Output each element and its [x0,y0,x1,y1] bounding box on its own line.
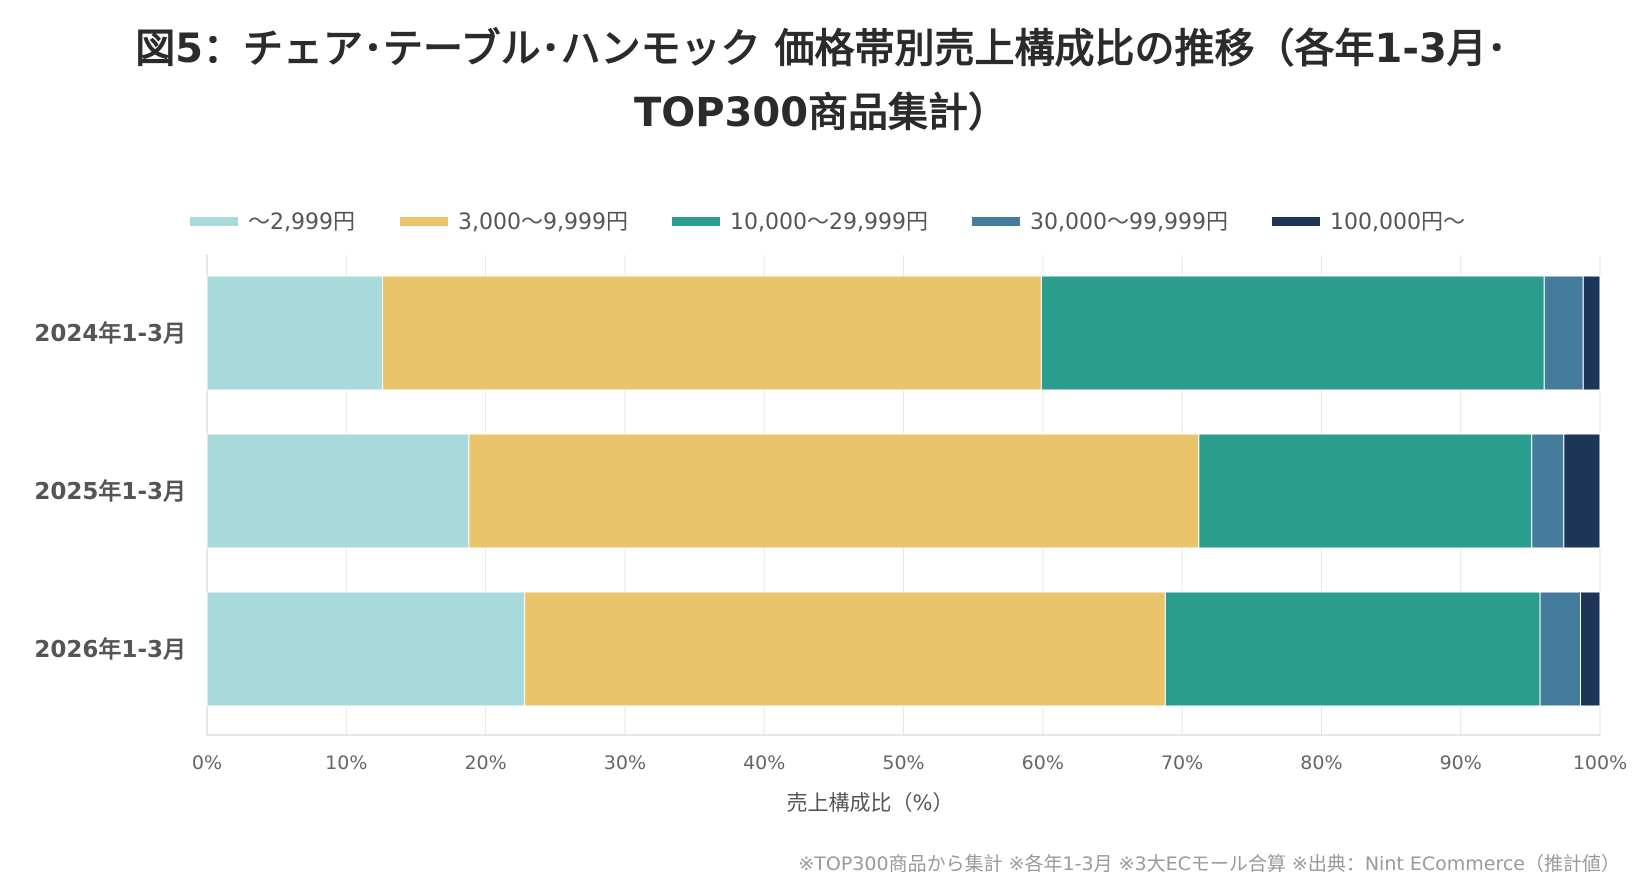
legend-swatch [190,217,238,226]
bar-segment [524,591,1166,707]
legend-swatch [972,217,1020,226]
bar-segment [1164,591,1541,707]
bar-segment [1543,275,1584,391]
chart-title-line-1: 図5：チェア･テーブル･ハンモック 価格帯別売上構成比の推移（各年1-3月･ [135,26,1507,72]
legend-swatch [400,217,448,226]
tick-label: 10% [325,752,367,774]
chart-title-line-2: TOP300商品集計） [634,90,1008,136]
legend-label: 〜2,999円 [248,210,355,235]
category-label: 2026年1-3月 [34,636,186,663]
tick-label: 50% [882,752,924,774]
legend-label: 30,000〜99,999円 [1030,210,1228,235]
bars [206,275,1601,707]
bar-segment [1198,433,1533,549]
legend-swatch [672,217,720,226]
tick-label: 40% [743,752,785,774]
footnote: ※TOP300商品から集計 ※各年1-3月 ※3大ECモール合算 ※出典：Nin… [798,853,1620,875]
legend-label: 3,000〜9,999円 [458,210,628,235]
tick-label: 30% [604,752,646,774]
legend-label: 10,000〜29,999円 [730,210,928,235]
tick-label: 100% [1573,752,1627,774]
tick-label: 20% [464,752,506,774]
tick-label: 70% [1161,752,1203,774]
x-axis-ticks: 0% 10% 20% 30% 40% 50% 60% 70% 80% 90% 100% [192,752,1627,774]
bar-segment [468,433,1200,549]
tick-label: 60% [1022,752,1064,774]
legend: 〜2,999円 3,000〜9,999円 10,000〜29,999円 30,000〜… [190,210,1465,235]
bar-segment [1582,275,1601,391]
bar-segment [1040,275,1545,391]
bar-segment [1539,591,1581,707]
legend-label: 100,000円〜 [1330,210,1465,235]
category-label: 2024年1-3月 [34,320,186,347]
tick-label: 90% [1440,752,1482,774]
bar-segment [206,275,384,391]
bar-segment [1563,433,1601,549]
bar-segment [206,433,470,549]
bar-segment [1531,433,1565,549]
tick-label: 80% [1300,752,1342,774]
tick-label: 0% [192,752,222,774]
bar-segment [206,591,526,707]
legend-swatch [1272,217,1320,226]
bar-segment [1579,591,1601,707]
bar-segment [382,275,1042,391]
category-label: 2025年1-3月 [34,478,186,505]
category-labels: 2024年1-3月 2025年1-3月 2026年1-3月 [34,320,186,663]
x-axis-title: 売上構成比（%） [787,791,954,815]
